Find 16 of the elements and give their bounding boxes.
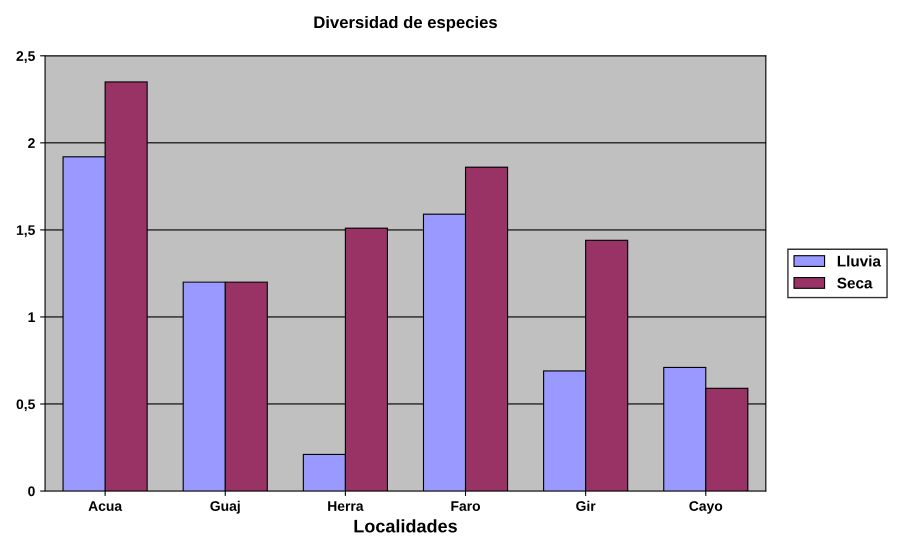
x-tick-label: Faro [451,501,480,511]
x-axis-title: Localidades [354,519,457,533]
y-tick-label: 0,5 [16,399,35,412]
legend-label: Lluvia [838,255,882,267]
x-tick-label: Gir [576,500,596,511]
x-tick-label: Acua [88,501,122,511]
chart-title: Diversidad de especies [314,16,497,32]
legend-label: Seca [837,278,873,288]
x-tick-label: Cayo [689,501,722,514]
x-tick-label: Guaj [210,500,240,514]
y-tick-label: 2 [28,138,35,148]
y-tick-label: 1,5 [16,225,35,238]
y-tick-label: 0 [28,486,35,496]
x-tick-label: Herra [328,501,364,511]
y-tick-label: 2,5 [16,51,35,63]
y-tick-label: 1 [28,312,35,322]
